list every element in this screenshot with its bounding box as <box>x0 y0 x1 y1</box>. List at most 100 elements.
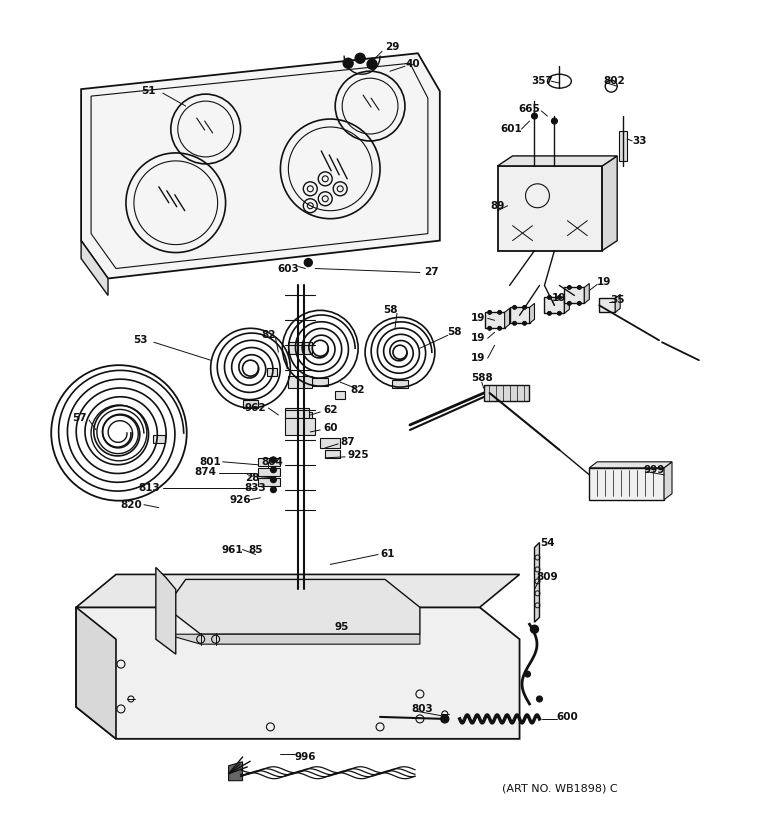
Polygon shape <box>165 634 420 644</box>
Bar <box>320 438 340 448</box>
Circle shape <box>270 487 277 493</box>
Bar <box>259 458 281 466</box>
Bar <box>289 412 312 424</box>
Bar <box>325 450 340 458</box>
Text: 53: 53 <box>133 335 148 345</box>
Text: 40: 40 <box>405 59 420 69</box>
Circle shape <box>441 715 448 723</box>
Text: 801: 801 <box>200 457 222 467</box>
Text: 804: 804 <box>262 457 283 467</box>
Text: 996: 996 <box>295 752 316 761</box>
Text: 85: 85 <box>249 544 263 554</box>
Circle shape <box>488 310 492 314</box>
Bar <box>267 368 278 376</box>
Text: 82: 82 <box>261 330 276 340</box>
Polygon shape <box>76 607 116 739</box>
Text: 809: 809 <box>536 573 558 582</box>
Text: 54: 54 <box>540 538 555 548</box>
Circle shape <box>531 625 539 634</box>
Text: 999: 999 <box>644 464 665 475</box>
Circle shape <box>522 305 527 309</box>
Text: 57: 57 <box>72 413 86 423</box>
Polygon shape <box>584 284 590 304</box>
Circle shape <box>488 327 492 330</box>
Polygon shape <box>81 241 108 295</box>
Circle shape <box>551 118 557 124</box>
Text: 962: 962 <box>245 403 267 413</box>
Text: 19: 19 <box>470 333 485 343</box>
Polygon shape <box>615 295 620 313</box>
Circle shape <box>513 305 517 309</box>
Bar <box>485 313 505 328</box>
Text: 19: 19 <box>552 294 567 304</box>
Circle shape <box>343 59 353 68</box>
Text: 19: 19 <box>470 353 485 363</box>
Circle shape <box>270 467 277 473</box>
Text: 600: 600 <box>557 712 579 722</box>
Bar <box>289 376 312 388</box>
Polygon shape <box>165 579 420 634</box>
Polygon shape <box>535 543 539 622</box>
Text: 29: 29 <box>385 42 399 52</box>
Text: 82: 82 <box>351 385 365 395</box>
Text: (ART NO. WB1898) C: (ART NO. WB1898) C <box>502 784 617 794</box>
Circle shape <box>522 321 527 325</box>
Bar <box>564 287 584 304</box>
Bar <box>498 166 602 251</box>
Text: 802: 802 <box>604 76 625 86</box>
Bar <box>599 299 615 313</box>
Bar <box>312 378 328 386</box>
Circle shape <box>568 285 572 290</box>
Text: 601: 601 <box>501 124 522 134</box>
Bar <box>153 435 165 443</box>
Text: 62: 62 <box>323 405 337 415</box>
Polygon shape <box>505 309 510 328</box>
Circle shape <box>547 295 551 299</box>
Text: 95: 95 <box>335 622 350 632</box>
Text: 58: 58 <box>448 328 462 337</box>
Circle shape <box>524 671 531 677</box>
Text: 89: 89 <box>491 200 505 210</box>
Circle shape <box>345 60 351 66</box>
Bar <box>544 297 564 314</box>
Bar <box>336 391 345 399</box>
Circle shape <box>536 696 543 702</box>
Text: 28: 28 <box>245 473 260 483</box>
Text: 35: 35 <box>610 295 624 305</box>
Circle shape <box>568 301 572 305</box>
Text: 961: 961 <box>222 544 243 554</box>
Polygon shape <box>529 304 535 323</box>
Circle shape <box>367 59 377 69</box>
Polygon shape <box>602 156 617 251</box>
Text: 19: 19 <box>470 314 485 323</box>
Bar <box>289 342 312 354</box>
Polygon shape <box>590 462 672 468</box>
Text: 665: 665 <box>519 104 540 114</box>
Text: 357: 357 <box>532 76 554 86</box>
Bar <box>484 385 528 401</box>
Text: 926: 926 <box>230 495 252 505</box>
Bar <box>259 478 281 486</box>
Text: 51: 51 <box>142 86 156 97</box>
Polygon shape <box>76 574 520 607</box>
Polygon shape <box>564 294 569 314</box>
Circle shape <box>547 311 551 315</box>
Text: 27: 27 <box>425 267 439 277</box>
Bar <box>619 131 627 161</box>
Polygon shape <box>664 462 672 500</box>
Polygon shape <box>81 54 440 279</box>
Circle shape <box>270 477 277 483</box>
Polygon shape <box>285 418 315 435</box>
Text: 60: 60 <box>323 423 337 433</box>
Circle shape <box>577 301 581 305</box>
Polygon shape <box>156 568 176 654</box>
Text: 803: 803 <box>411 704 433 714</box>
Bar <box>510 308 529 323</box>
Polygon shape <box>76 607 520 739</box>
Text: 19: 19 <box>597 277 612 287</box>
Text: 58: 58 <box>383 305 397 315</box>
Polygon shape <box>229 761 242 780</box>
Circle shape <box>557 295 561 299</box>
Circle shape <box>304 258 312 266</box>
Bar <box>285 408 310 418</box>
